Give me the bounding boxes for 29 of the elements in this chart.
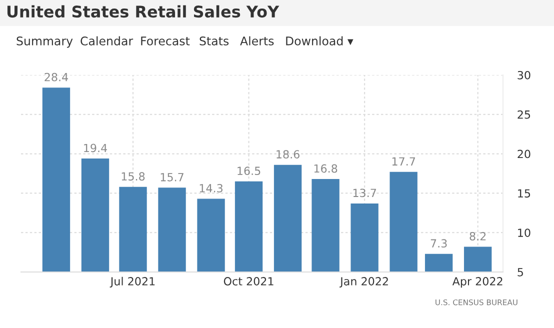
text: Calendar bbox=[80, 36, 134, 46]
y-tick-label: 10 bbox=[518, 228, 530, 237]
text: Stats bbox=[200, 36, 229, 46]
data-label: 19.4 bbox=[84, 144, 107, 152]
text: Summary bbox=[16, 36, 73, 48]
y-tick-label: 20 bbox=[518, 150, 530, 158]
data-label: 16.5 bbox=[238, 166, 260, 176]
data-label: 13.7 bbox=[353, 188, 376, 198]
y-tick-label: 30 bbox=[518, 70, 530, 80]
x-tick-label: Oct 2021 bbox=[224, 277, 274, 286]
data-label: 7.3 bbox=[430, 239, 447, 248]
text: Forecast bbox=[141, 36, 190, 46]
chart-title: United States Retail Sales YoY bbox=[7, 5, 280, 18]
text: Download ▾ bbox=[286, 36, 354, 46]
data-label: 16.8 bbox=[314, 164, 338, 173]
data-label: 15.7 bbox=[160, 173, 184, 182]
text: Alerts bbox=[240, 36, 274, 46]
x-tick-label: Jul 2021 bbox=[110, 276, 155, 288]
y-tick-label: 15 bbox=[518, 189, 530, 198]
data-label: 15.8 bbox=[122, 172, 145, 181]
x-tick-label: Apr 2022 bbox=[452, 277, 502, 288]
data-label: 17.7 bbox=[392, 157, 415, 166]
data-label: 28.4 bbox=[44, 72, 68, 82]
data-label: 14.3 bbox=[200, 184, 223, 192]
y-tick-label: 5 bbox=[518, 268, 523, 276]
data-label: 8.2 bbox=[470, 232, 486, 240]
data-label: 18.6 bbox=[276, 150, 300, 159]
x-tick-label: Jan 2022 bbox=[340, 277, 388, 288]
y-tick-label: 25 bbox=[518, 110, 530, 119]
